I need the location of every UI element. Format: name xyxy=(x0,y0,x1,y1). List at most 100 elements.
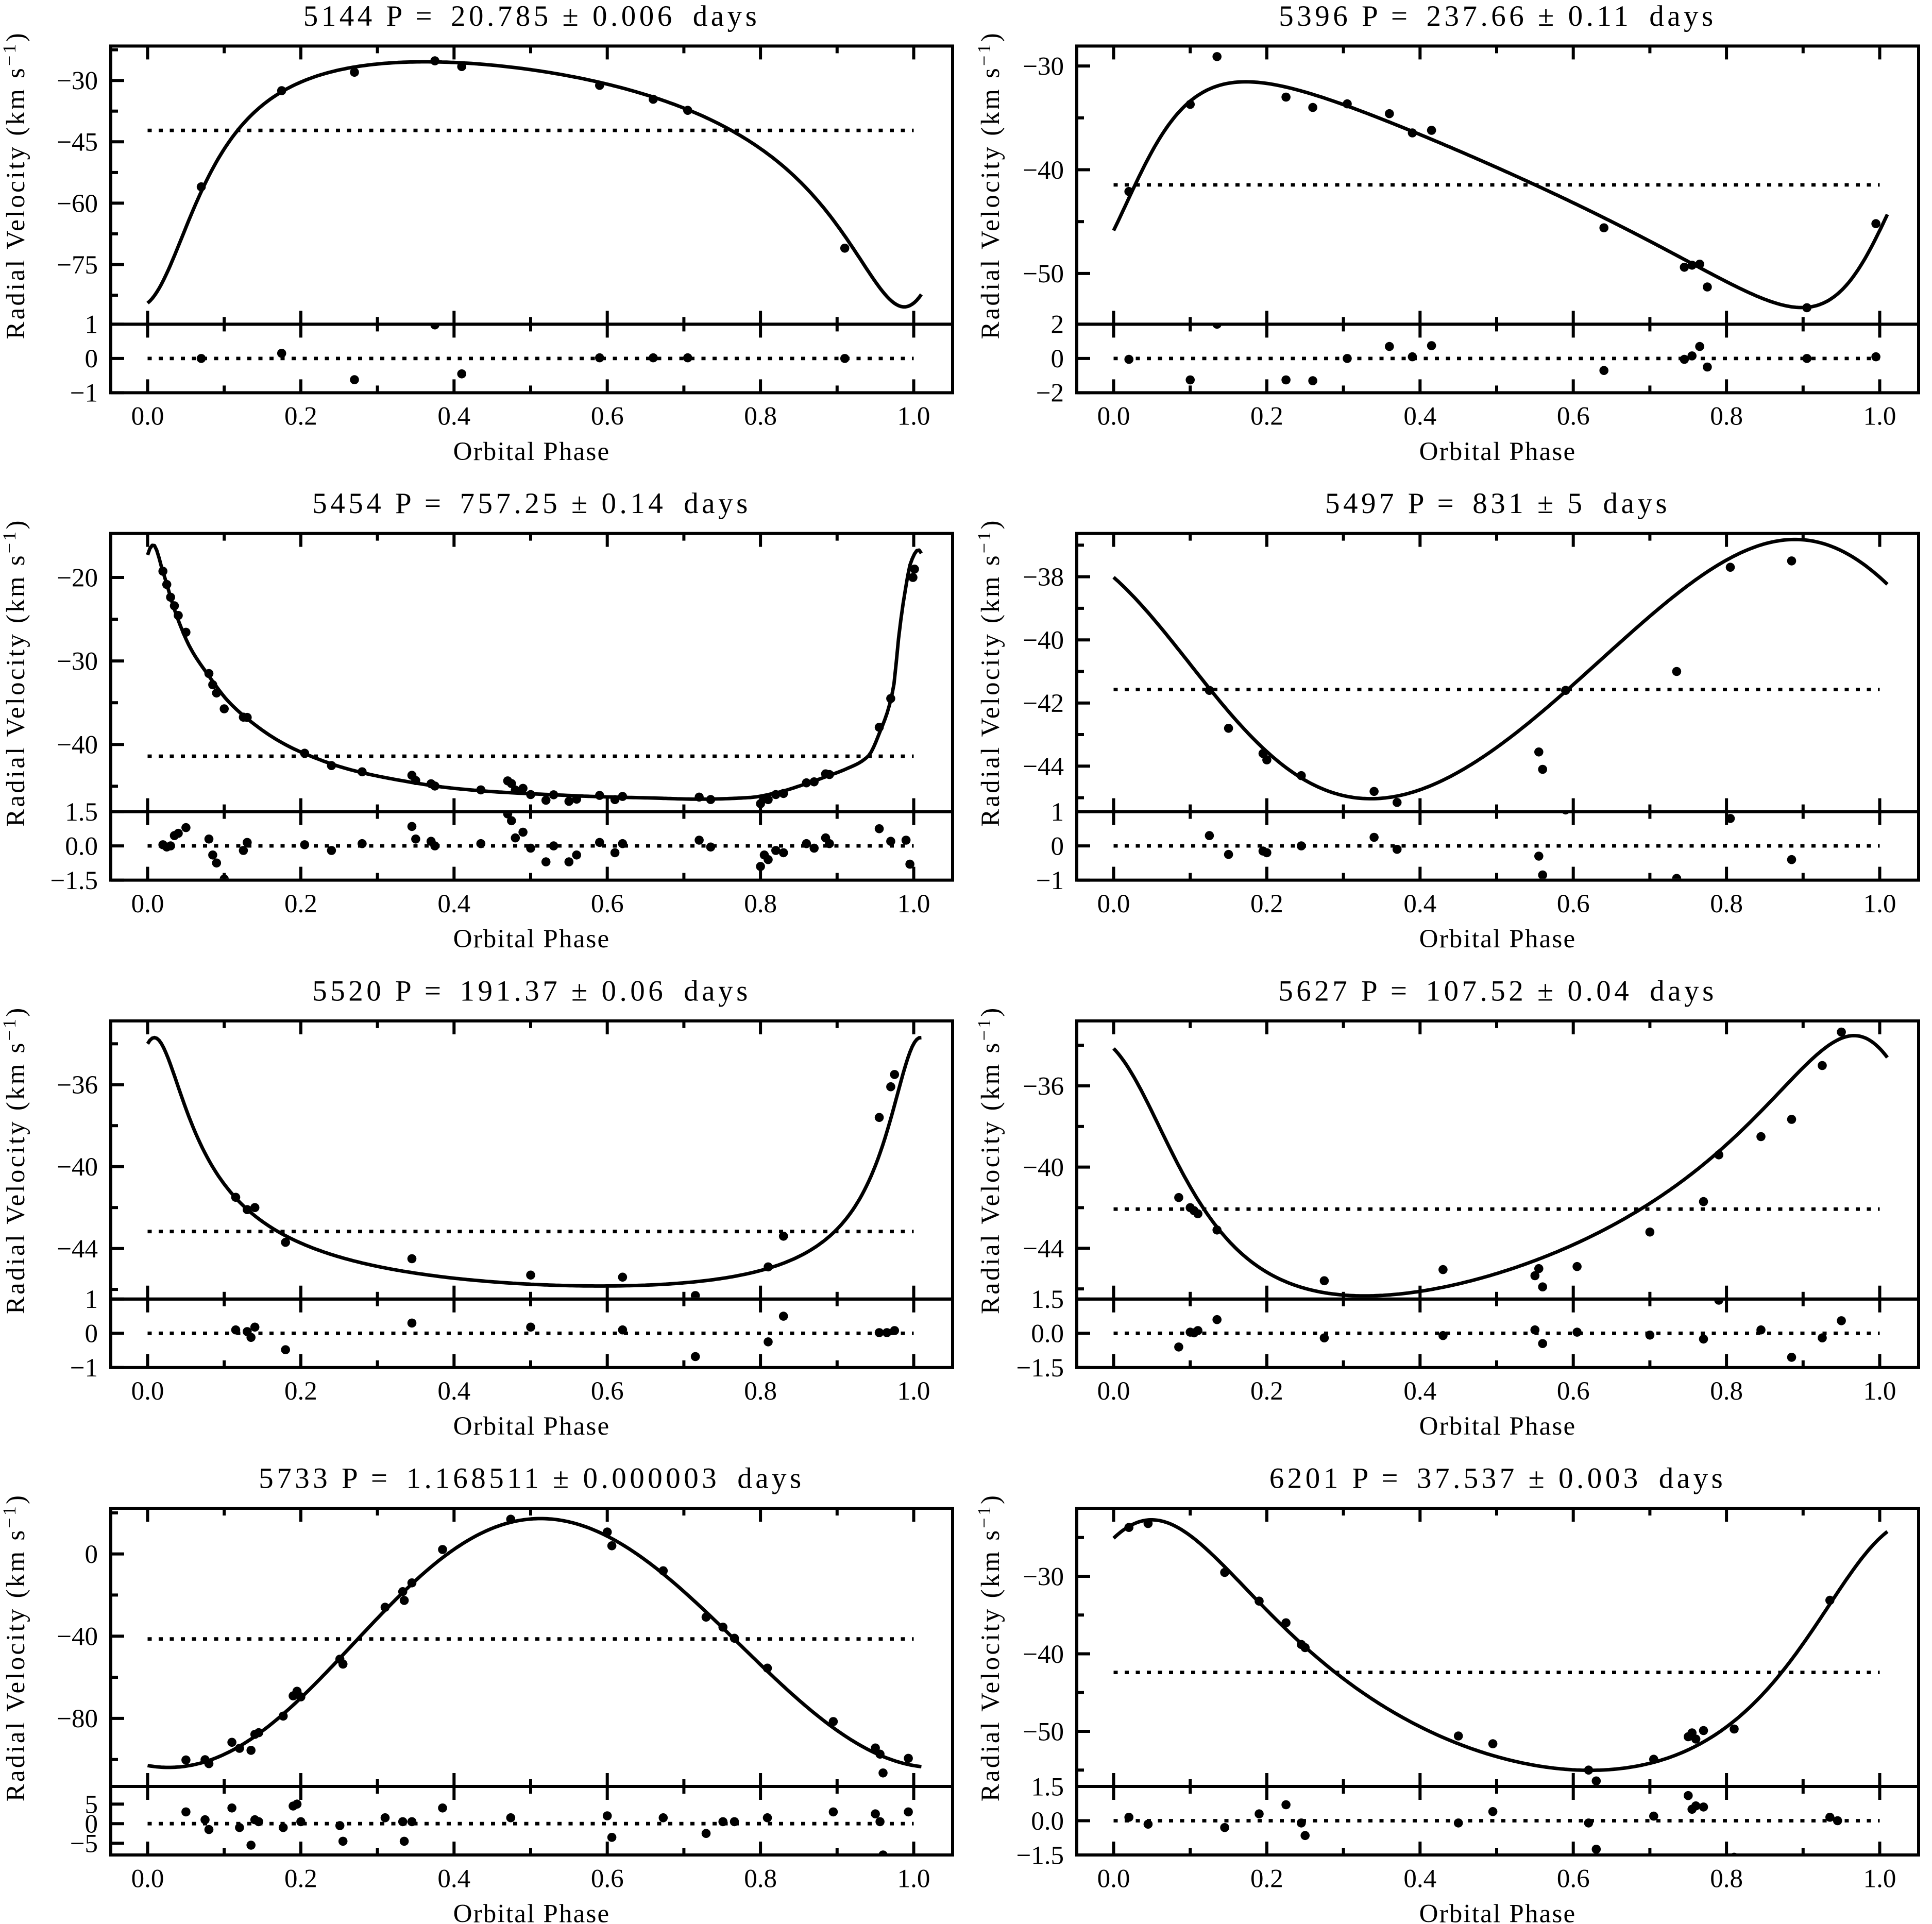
svg-text:Radial Velocity (km s−1): Radial Velocity (km s−1) xyxy=(0,1006,30,1315)
svg-text:0.8: 0.8 xyxy=(744,1864,777,1893)
svg-text:1: 1 xyxy=(85,1285,98,1314)
svg-text:0.4: 0.4 xyxy=(1403,402,1436,431)
svg-text:Orbital Phase: Orbital Phase xyxy=(453,925,611,954)
svg-text:Orbital Phase: Orbital Phase xyxy=(1419,925,1577,954)
svg-text:Orbital Phase: Orbital Phase xyxy=(1419,1412,1577,1441)
svg-text:Radial Velocity (km s−1): Radial Velocity (km s−1) xyxy=(974,1493,1005,1802)
svg-text:0.0: 0.0 xyxy=(1097,1377,1130,1406)
svg-text:−50: −50 xyxy=(1023,1717,1064,1746)
svg-text:0: 0 xyxy=(85,1540,98,1569)
svg-text:0.8: 0.8 xyxy=(1710,1377,1743,1406)
svg-text:−5: −5 xyxy=(70,1830,98,1859)
svg-text:0.6: 0.6 xyxy=(591,890,624,918)
svg-text:Orbital Phase: Orbital Phase xyxy=(1419,1899,1577,1924)
svg-text:Radial Velocity (km s−1): Radial Velocity (km s−1) xyxy=(974,1006,1005,1315)
svg-text:−40: −40 xyxy=(1023,1640,1064,1669)
svg-text:−36: −36 xyxy=(57,1071,98,1100)
svg-text:0.0: 0.0 xyxy=(131,1377,164,1406)
svg-text:0: 0 xyxy=(85,1320,98,1349)
svg-text:−40: −40 xyxy=(57,1623,98,1651)
svg-text:0.2: 0.2 xyxy=(1250,890,1283,918)
svg-text:−40: −40 xyxy=(1023,1153,1064,1182)
svg-text:−1: −1 xyxy=(70,379,98,408)
svg-text:0: 0 xyxy=(1051,832,1064,861)
svg-text:0.8: 0.8 xyxy=(744,402,777,431)
svg-text:1.0: 1.0 xyxy=(1863,402,1896,431)
svg-text:−44: −44 xyxy=(57,1235,98,1264)
svg-text:−30: −30 xyxy=(57,67,98,96)
svg-text:0.4: 0.4 xyxy=(437,890,470,918)
svg-text:0.2: 0.2 xyxy=(284,1864,317,1893)
svg-text:1.0: 1.0 xyxy=(897,890,930,918)
svg-text:−50: −50 xyxy=(1023,260,1064,288)
svg-text:−1: −1 xyxy=(70,1354,98,1383)
svg-text:0.4: 0.4 xyxy=(1403,1377,1436,1406)
svg-text:0.4: 0.4 xyxy=(1403,890,1436,918)
svg-text:−38: −38 xyxy=(1023,563,1064,592)
svg-text:0.4: 0.4 xyxy=(1403,1864,1436,1893)
svg-text:0.8: 0.8 xyxy=(744,1377,777,1406)
svg-text:1.0: 1.0 xyxy=(1863,890,1896,918)
svg-text:0.0: 0.0 xyxy=(1097,890,1130,918)
svg-text:1.0: 1.0 xyxy=(897,1864,930,1893)
svg-text:−60: −60 xyxy=(57,190,98,218)
svg-text:−44: −44 xyxy=(1023,1235,1064,1264)
svg-text:Radial Velocity (km s−1): Radial Velocity (km s−1) xyxy=(0,31,30,339)
svg-text:0: 0 xyxy=(85,1810,98,1839)
svg-text:0.4: 0.4 xyxy=(437,1377,470,1406)
svg-text:0.6: 0.6 xyxy=(1557,890,1590,918)
svg-text:1.0: 1.0 xyxy=(1863,1377,1896,1406)
svg-text:0.6: 0.6 xyxy=(591,1864,624,1893)
svg-text:0.6: 0.6 xyxy=(1557,1864,1590,1893)
svg-text:0.8: 0.8 xyxy=(744,890,777,918)
svg-text:Orbital Phase: Orbital Phase xyxy=(453,1412,611,1441)
svg-text:0.2: 0.2 xyxy=(284,890,317,918)
svg-text:1.5: 1.5 xyxy=(1031,1285,1064,1314)
svg-text:Radial Velocity (km s−1): Radial Velocity (km s−1) xyxy=(0,518,30,827)
svg-text:0.0: 0.0 xyxy=(1097,402,1130,431)
svg-text:−40: −40 xyxy=(57,731,98,760)
svg-text:2: 2 xyxy=(1051,311,1064,339)
svg-text:0.2: 0.2 xyxy=(1250,1377,1283,1406)
svg-text:1.0: 1.0 xyxy=(1863,1864,1896,1893)
svg-text:Radial Velocity (km s−1): Radial Velocity (km s−1) xyxy=(974,31,1005,339)
svg-text:0.0: 0.0 xyxy=(1031,1807,1064,1836)
svg-text:−40: −40 xyxy=(57,1153,98,1182)
svg-text:Orbital Phase: Orbital Phase xyxy=(1419,437,1577,466)
svg-text:−30: −30 xyxy=(1023,1562,1064,1591)
svg-text:1: 1 xyxy=(1051,798,1064,827)
svg-text:−20: −20 xyxy=(57,564,98,592)
svg-text:0.6: 0.6 xyxy=(1557,402,1590,431)
svg-text:−30: −30 xyxy=(57,648,98,676)
svg-text:−44: −44 xyxy=(1023,753,1064,781)
svg-text:−36: −36 xyxy=(1023,1072,1064,1101)
svg-text:0.2: 0.2 xyxy=(1250,1864,1283,1893)
svg-text:−45: −45 xyxy=(57,128,98,157)
svg-text:0.0: 0.0 xyxy=(1097,1864,1130,1893)
svg-text:0.4: 0.4 xyxy=(437,402,470,431)
svg-text:Radial Velocity (km s−1): Radial Velocity (km s−1) xyxy=(0,1493,30,1802)
svg-text:0.2: 0.2 xyxy=(1250,402,1283,431)
svg-text:0.4: 0.4 xyxy=(437,1864,470,1893)
svg-text:Orbital Phase: Orbital Phase xyxy=(453,437,611,466)
svg-text:0: 0 xyxy=(85,345,98,373)
svg-text:0.6: 0.6 xyxy=(1557,1377,1590,1406)
svg-text:0.8: 0.8 xyxy=(1710,402,1743,431)
svg-text:0.0: 0.0 xyxy=(131,1864,164,1893)
svg-text:−1: −1 xyxy=(1036,866,1064,895)
svg-text:1: 1 xyxy=(85,311,98,339)
svg-text:−1.5: −1.5 xyxy=(1016,1841,1064,1870)
svg-text:0.2: 0.2 xyxy=(284,402,317,431)
svg-text:1.5: 1.5 xyxy=(1031,1773,1064,1801)
svg-text:0: 0 xyxy=(1051,345,1064,373)
svg-text:1.0: 1.0 xyxy=(897,402,930,431)
svg-text:0.8: 0.8 xyxy=(1710,1864,1743,1893)
svg-text:1.5: 1.5 xyxy=(65,798,98,827)
svg-text:−2: −2 xyxy=(1036,379,1064,408)
